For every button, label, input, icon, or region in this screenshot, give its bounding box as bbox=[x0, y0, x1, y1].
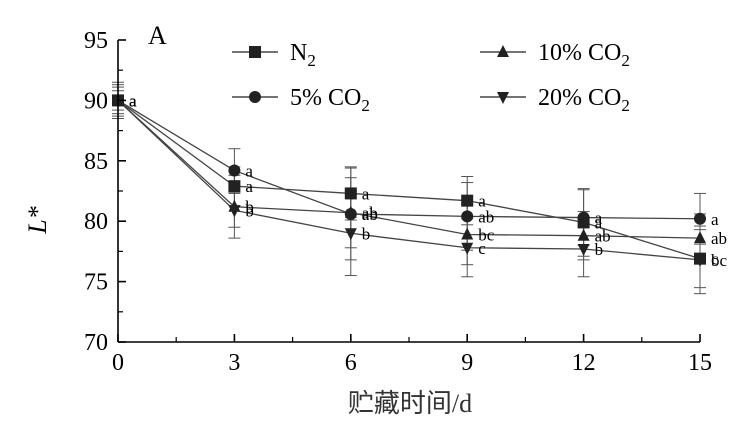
legend-marker bbox=[249, 46, 261, 58]
x-tick-label: 12 bbox=[572, 350, 596, 376]
series-line-2 bbox=[117, 99, 701, 239]
legend-item-0: N2 bbox=[232, 40, 316, 70]
series-line-1 bbox=[117, 99, 701, 220]
x-tick-label: 6 bbox=[345, 350, 357, 376]
legend-label: 10% CO2 bbox=[538, 40, 630, 70]
data-point bbox=[694, 212, 706, 225]
y-tick-label: 90 bbox=[84, 88, 108, 114]
x-ticks: 0 3 6 9 12 15 bbox=[112, 334, 712, 376]
x-tick-label: 15 bbox=[688, 350, 712, 376]
x-tick-label: 0 bbox=[112, 350, 124, 376]
data-point bbox=[577, 243, 590, 256]
significance-label: a bbox=[595, 209, 603, 228]
data-point bbox=[228, 164, 241, 177]
significance-label: a bbox=[129, 91, 137, 110]
significance-label: b bbox=[595, 240, 604, 259]
significance-label: a bbox=[245, 161, 253, 180]
data-point bbox=[228, 180, 241, 193]
x-tick-label: 9 bbox=[461, 350, 473, 376]
y-tick-label: 75 bbox=[84, 270, 108, 296]
legend-label: 20% CO2 bbox=[538, 85, 630, 115]
significance-label: a bbox=[362, 184, 370, 203]
significance-label: b bbox=[245, 201, 254, 220]
significance-label: bc bbox=[711, 251, 728, 270]
significance-label: c bbox=[478, 239, 486, 258]
data-point bbox=[577, 211, 590, 224]
y-tick-label: 70 bbox=[84, 330, 108, 356]
significance-label: ab bbox=[478, 207, 494, 226]
significance-label: ab bbox=[362, 204, 378, 223]
y-tick-label: 95 bbox=[84, 28, 108, 54]
significance-label: b bbox=[245, 198, 254, 217]
significance-label: ab bbox=[711, 229, 727, 248]
data-point bbox=[694, 254, 706, 267]
data-point bbox=[694, 231, 706, 244]
series-line-3 bbox=[117, 99, 701, 261]
y-axis-label: L* bbox=[23, 206, 52, 234]
series-line-0 bbox=[117, 99, 701, 260]
data-point bbox=[228, 205, 241, 218]
significance-label: a bbox=[129, 91, 137, 110]
significance-label: a bbox=[711, 210, 719, 229]
significance-label: c bbox=[711, 250, 719, 269]
data-point bbox=[577, 228, 590, 241]
data-point bbox=[461, 242, 474, 255]
y-ticks: 70 75 80 85 90 95 bbox=[84, 28, 126, 356]
significance-label: b bbox=[362, 224, 371, 243]
significance-label: a bbox=[129, 91, 137, 110]
data-point bbox=[461, 227, 474, 240]
legend-label: 5% CO2 bbox=[290, 85, 370, 115]
data-point bbox=[461, 210, 474, 223]
legend-item-3: 20% CO2 bbox=[480, 85, 630, 115]
significance-label: a bbox=[245, 177, 253, 196]
panel-label: A bbox=[148, 21, 167, 50]
legend-marker bbox=[249, 91, 261, 103]
y-tick-label: 80 bbox=[84, 209, 108, 235]
significance-label: a bbox=[478, 192, 486, 211]
x-axis-label: 贮藏时间/d bbox=[348, 389, 472, 418]
legend-item-1: 5% CO2 bbox=[232, 85, 370, 115]
y-tick-label: 85 bbox=[84, 149, 108, 175]
significance-label: bc bbox=[478, 225, 495, 244]
series-lines bbox=[117, 99, 701, 261]
legend-item-2: 10% CO2 bbox=[480, 40, 630, 70]
data-point bbox=[344, 205, 357, 218]
series-markers bbox=[112, 93, 706, 267]
legend-label: N2 bbox=[290, 40, 316, 70]
significance-label: a bbox=[129, 91, 137, 110]
legend-marker bbox=[497, 92, 509, 104]
legend-marker bbox=[497, 45, 509, 57]
significance-label: ab bbox=[595, 227, 611, 246]
data-point bbox=[461, 194, 474, 207]
data-point bbox=[344, 228, 357, 241]
axes: 70 75 80 85 90 95 0 3 6 9 12 15 bbox=[84, 28, 712, 376]
significance-label: ab bbox=[362, 205, 378, 224]
data-point bbox=[344, 187, 357, 200]
error-bars bbox=[112, 81, 706, 295]
x-tick-label: 3 bbox=[228, 350, 240, 376]
legend: N2 5% CO2 10% CO2 20% CO2 bbox=[232, 40, 630, 115]
significance-label: a bbox=[595, 213, 603, 232]
